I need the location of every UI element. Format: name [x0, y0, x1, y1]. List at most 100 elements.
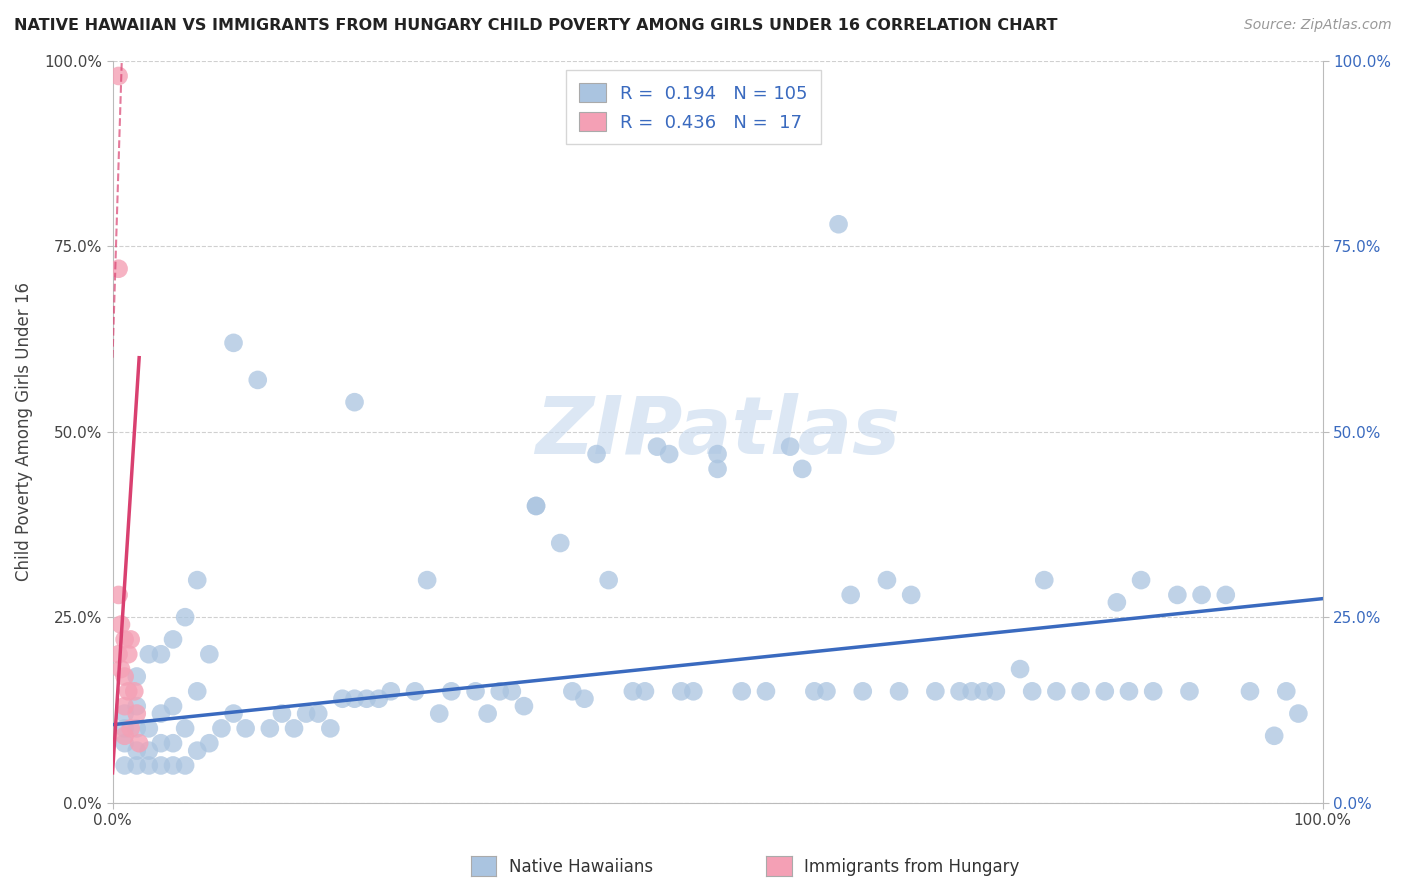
Point — [948, 684, 970, 698]
Point — [1021, 684, 1043, 698]
Point — [209, 722, 232, 736]
Point — [634, 684, 657, 698]
Point — [852, 684, 875, 698]
Point — [755, 684, 778, 698]
Point — [138, 722, 160, 736]
Point — [295, 706, 318, 721]
Point — [117, 684, 139, 698]
Point — [1033, 573, 1056, 587]
Text: ZIPatlas: ZIPatlas — [536, 392, 900, 471]
Point — [731, 684, 754, 698]
Point — [198, 736, 221, 750]
Point — [367, 691, 389, 706]
Y-axis label: Child Poverty Among Girls Under 16: Child Poverty Among Girls Under 16 — [15, 283, 32, 582]
Point — [125, 744, 148, 758]
Point — [1070, 684, 1092, 698]
Point — [561, 684, 583, 698]
Point — [1286, 706, 1309, 721]
Text: NATIVE HAWAIIAN VS IMMIGRANTS FROM HUNGARY CHILD POVERTY AMONG GIRLS UNDER 16 CO: NATIVE HAWAIIAN VS IMMIGRANTS FROM HUNGA… — [14, 18, 1057, 33]
Point — [114, 736, 136, 750]
Text: Source: ZipAtlas.com: Source: ZipAtlas.com — [1244, 18, 1392, 32]
Point — [585, 447, 607, 461]
Point — [149, 736, 172, 750]
Point — [488, 684, 510, 698]
Point — [186, 684, 208, 698]
Point — [706, 447, 728, 461]
Point — [645, 440, 668, 454]
Point — [464, 684, 486, 698]
Point — [162, 699, 184, 714]
Point — [125, 722, 148, 736]
Point — [779, 440, 801, 454]
Legend: R =  0.194   N = 105, R =  0.436   N =  17: R = 0.194 N = 105, R = 0.436 N = 17 — [567, 70, 821, 145]
Point — [114, 699, 136, 714]
Point — [598, 573, 620, 587]
Point — [125, 706, 148, 721]
Point — [1263, 729, 1285, 743]
Point — [149, 647, 172, 661]
Point — [174, 722, 197, 736]
Point — [162, 736, 184, 750]
Point — [283, 722, 305, 736]
Point — [1094, 684, 1116, 698]
Point — [524, 499, 547, 513]
Point — [107, 647, 129, 661]
Point — [404, 684, 426, 698]
Point — [524, 499, 547, 513]
Point — [110, 617, 132, 632]
Point — [222, 706, 245, 721]
Point — [124, 684, 146, 698]
Point — [984, 684, 1007, 698]
Point — [501, 684, 523, 698]
Point — [114, 632, 136, 647]
Point — [114, 758, 136, 772]
Point — [1010, 662, 1032, 676]
Point — [839, 588, 862, 602]
Point — [120, 722, 142, 736]
Point — [174, 610, 197, 624]
Point — [343, 691, 366, 706]
Point — [1191, 588, 1213, 602]
Point — [356, 691, 378, 706]
Point — [1045, 684, 1067, 698]
Point — [574, 691, 596, 706]
Point — [110, 662, 132, 676]
Point — [222, 335, 245, 350]
Point — [427, 706, 450, 721]
Point — [876, 573, 898, 587]
Point — [513, 699, 536, 714]
Point — [682, 684, 704, 698]
Point — [174, 758, 197, 772]
Point — [960, 684, 983, 698]
Point — [706, 462, 728, 476]
Point — [658, 447, 681, 461]
Point — [924, 684, 946, 698]
Point — [380, 684, 402, 698]
Point — [900, 588, 922, 602]
Point — [1178, 684, 1201, 698]
Point — [1275, 684, 1298, 698]
Point — [548, 536, 571, 550]
Text: Immigrants from Hungary: Immigrants from Hungary — [804, 858, 1019, 876]
Point — [125, 669, 148, 683]
Point — [107, 588, 129, 602]
Point — [125, 758, 148, 772]
Point — [973, 684, 995, 698]
Point — [815, 684, 838, 698]
Point — [138, 647, 160, 661]
Point — [307, 706, 329, 721]
Point — [186, 573, 208, 587]
Point — [117, 647, 139, 661]
Point — [319, 722, 342, 736]
Point — [149, 758, 172, 772]
Point — [792, 462, 814, 476]
Point — [343, 395, 366, 409]
Point — [1118, 684, 1140, 698]
Point — [477, 706, 499, 721]
Point — [114, 722, 136, 736]
Point — [120, 632, 142, 647]
Point — [259, 722, 281, 736]
Point — [125, 699, 148, 714]
Point — [246, 373, 269, 387]
Point — [235, 722, 257, 736]
